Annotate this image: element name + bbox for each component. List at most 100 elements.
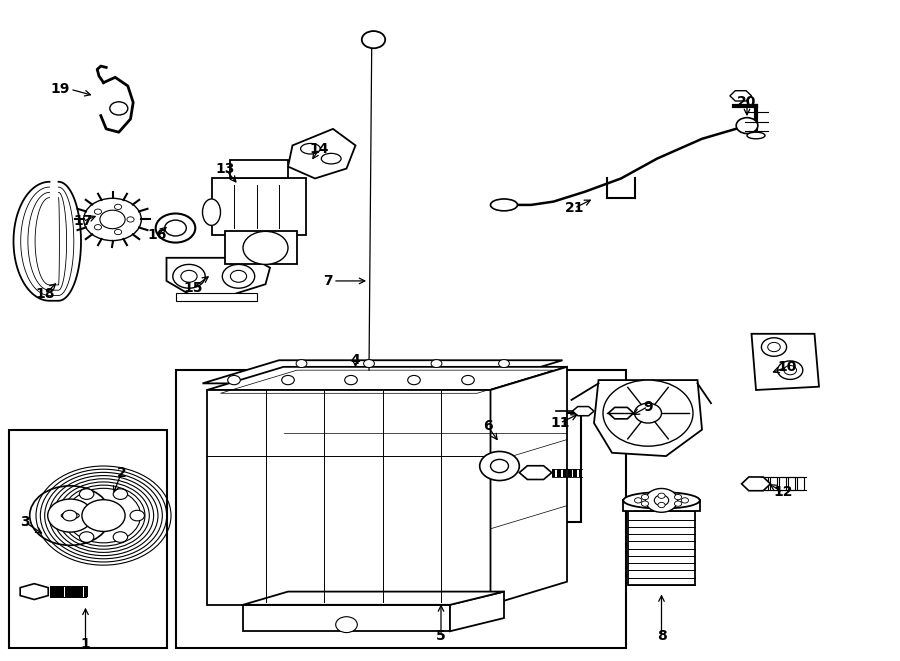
Bar	[760, 477, 768, 490]
Bar	[74, 586, 78, 597]
Circle shape	[130, 510, 144, 521]
Ellipse shape	[623, 492, 700, 509]
Text: 3: 3	[21, 515, 30, 529]
Circle shape	[761, 338, 787, 356]
Bar	[562, 469, 566, 477]
Text: 1: 1	[81, 637, 90, 652]
Bar	[84, 586, 88, 597]
Text: 15: 15	[184, 280, 203, 295]
Circle shape	[634, 498, 642, 503]
Circle shape	[48, 499, 93, 532]
Text: 19: 19	[50, 82, 70, 97]
Bar	[225, 231, 297, 264]
Text: 18: 18	[35, 287, 55, 301]
Ellipse shape	[747, 132, 765, 139]
Circle shape	[658, 502, 665, 508]
Circle shape	[778, 361, 803, 379]
Circle shape	[94, 225, 102, 230]
Circle shape	[113, 531, 128, 542]
Circle shape	[642, 501, 649, 506]
Circle shape	[634, 403, 662, 423]
Polygon shape	[491, 367, 567, 605]
Circle shape	[736, 118, 758, 134]
Polygon shape	[742, 477, 770, 490]
Bar	[788, 477, 795, 490]
Circle shape	[173, 264, 205, 288]
Bar	[176, 370, 626, 648]
Circle shape	[362, 31, 385, 48]
Bar	[623, 500, 700, 511]
Circle shape	[654, 495, 669, 506]
Polygon shape	[243, 592, 504, 605]
Circle shape	[681, 498, 688, 503]
Bar	[568, 469, 572, 477]
Ellipse shape	[61, 512, 79, 519]
Text: 17: 17	[73, 214, 93, 229]
Circle shape	[603, 380, 693, 446]
Text: 20: 20	[737, 95, 757, 110]
Polygon shape	[572, 407, 594, 416]
Text: 9: 9	[644, 399, 652, 414]
Circle shape	[79, 531, 94, 542]
Text: 16: 16	[148, 227, 167, 242]
Bar	[770, 477, 777, 490]
Polygon shape	[202, 360, 562, 383]
Circle shape	[63, 510, 77, 521]
Bar	[579, 469, 582, 477]
Circle shape	[181, 270, 197, 282]
Circle shape	[79, 489, 94, 500]
Polygon shape	[608, 407, 634, 419]
Text: 13: 13	[215, 161, 235, 176]
Text: 21: 21	[564, 201, 584, 215]
Text: 11: 11	[550, 416, 570, 430]
Text: 10: 10	[778, 360, 797, 374]
Circle shape	[114, 204, 122, 210]
Circle shape	[165, 220, 186, 236]
Text: 8: 8	[657, 629, 666, 643]
Bar	[552, 469, 555, 477]
Circle shape	[156, 214, 195, 243]
Circle shape	[499, 360, 509, 368]
Text: 6: 6	[483, 419, 492, 434]
Circle shape	[228, 375, 240, 385]
Bar	[212, 178, 306, 235]
Circle shape	[462, 375, 474, 385]
Circle shape	[243, 231, 288, 264]
Polygon shape	[243, 605, 450, 631]
Bar	[60, 586, 65, 597]
Circle shape	[114, 229, 122, 235]
Bar	[50, 586, 55, 597]
Bar	[557, 469, 561, 477]
Text: 12: 12	[773, 485, 793, 500]
Circle shape	[431, 360, 442, 368]
Circle shape	[84, 198, 141, 241]
Circle shape	[82, 500, 125, 531]
Polygon shape	[166, 258, 270, 294]
Text: 7: 7	[323, 274, 333, 288]
Circle shape	[113, 489, 128, 500]
Circle shape	[480, 451, 519, 481]
Circle shape	[364, 360, 374, 368]
Bar	[55, 586, 59, 597]
Ellipse shape	[321, 153, 341, 164]
Circle shape	[408, 375, 420, 385]
Bar	[573, 469, 577, 477]
Text: 5: 5	[436, 629, 446, 643]
Circle shape	[784, 366, 796, 375]
Circle shape	[230, 270, 247, 282]
Bar	[778, 477, 786, 490]
Circle shape	[336, 617, 357, 633]
Circle shape	[491, 459, 508, 473]
Bar	[9, 430, 166, 648]
Bar	[69, 586, 74, 597]
Circle shape	[674, 494, 681, 500]
Circle shape	[768, 342, 780, 352]
Polygon shape	[519, 466, 552, 479]
Circle shape	[658, 493, 665, 498]
Text: 2: 2	[117, 465, 126, 480]
Polygon shape	[594, 380, 702, 456]
Circle shape	[345, 375, 357, 385]
Polygon shape	[752, 334, 819, 390]
Polygon shape	[207, 390, 491, 605]
Ellipse shape	[202, 199, 220, 225]
